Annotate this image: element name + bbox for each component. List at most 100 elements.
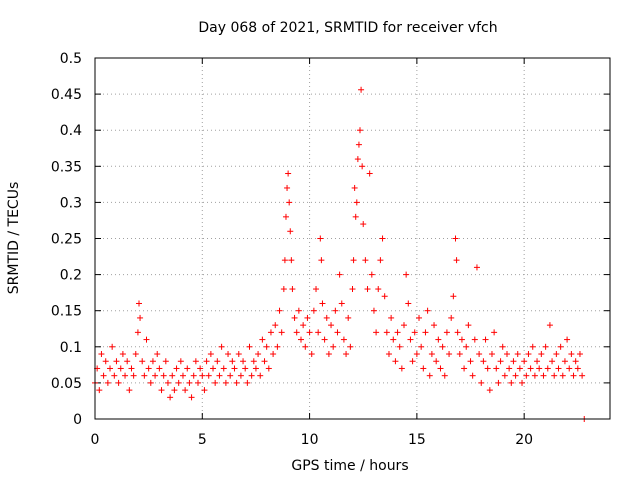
data-point [261, 358, 268, 365]
data-point [336, 271, 343, 278]
data-point [244, 379, 251, 386]
data-point [529, 343, 536, 350]
data-point [304, 314, 311, 321]
data-point [512, 372, 519, 379]
data-point [195, 379, 201, 386]
data-point [300, 322, 307, 329]
data-point [179, 372, 186, 379]
data-point [135, 300, 142, 307]
data-point [259, 336, 266, 343]
data-point [370, 307, 377, 314]
data-point [272, 322, 279, 329]
data-point [199, 372, 206, 379]
data-point [534, 358, 541, 365]
data-point [357, 127, 364, 134]
data-point [358, 86, 365, 93]
data-point [377, 257, 384, 264]
data-point [280, 286, 287, 293]
data-point [349, 286, 356, 293]
data-point [270, 351, 277, 358]
data-point [102, 358, 109, 365]
data-point [248, 372, 255, 379]
data-point [422, 329, 429, 336]
y-tick-label: 0.2 [60, 268, 82, 284]
data-point [499, 343, 506, 350]
data-point [152, 372, 159, 379]
data-point [519, 379, 526, 386]
data-point [214, 358, 221, 365]
x-tick-label: 0 [91, 432, 100, 448]
data-point [476, 351, 483, 358]
data-point [379, 235, 386, 242]
data-point [398, 365, 405, 372]
data-point [467, 358, 474, 365]
data-point [525, 351, 532, 358]
data-point [413, 351, 420, 358]
data-point [392, 358, 399, 365]
data-point [394, 329, 401, 336]
data-point [495, 379, 502, 386]
data-point [325, 351, 332, 358]
data-point [441, 372, 448, 379]
data-point [137, 314, 144, 321]
data-point [113, 358, 120, 365]
data-point [319, 300, 326, 307]
data-point [276, 307, 283, 314]
data-point [453, 257, 460, 264]
data-point [242, 365, 249, 372]
data-point [334, 329, 341, 336]
data-point [246, 343, 253, 350]
data-point [388, 314, 395, 321]
y-tick-label: 0.3 [60, 195, 82, 211]
data-point [143, 336, 150, 343]
data-point [452, 235, 459, 242]
data-point [570, 372, 577, 379]
data-point [287, 228, 294, 235]
data-point [96, 387, 103, 394]
data-point [109, 343, 116, 350]
data-point [293, 329, 300, 336]
data-point [149, 358, 156, 365]
data-point [362, 257, 369, 264]
data-point [171, 387, 178, 394]
x-axis-label: GPS time / hours [291, 458, 408, 474]
data-point [147, 379, 154, 386]
data-point [411, 329, 418, 336]
data-point [523, 372, 530, 379]
data-point [160, 372, 167, 379]
data-point [220, 365, 227, 372]
y-tick-label: 0.4 [60, 123, 82, 139]
data-point [559, 372, 566, 379]
x-tick-label: 5 [198, 432, 207, 448]
data-point [107, 365, 114, 372]
data-point [104, 379, 111, 386]
data-point [471, 336, 478, 343]
data-point [549, 358, 556, 365]
data-point [111, 372, 118, 379]
data-point [351, 184, 358, 191]
data-point [405, 300, 412, 307]
data-point [282, 213, 289, 220]
data-point [225, 351, 232, 358]
data-point [216, 372, 223, 379]
data-point [227, 372, 234, 379]
data-point [542, 343, 549, 350]
data-point [119, 351, 126, 358]
data-point [564, 336, 571, 343]
data-point [345, 314, 352, 321]
data-point [555, 365, 562, 372]
data-point [186, 379, 193, 386]
y-tick-label: 0.25 [51, 232, 82, 248]
data-point [139, 358, 146, 365]
data-point [207, 351, 214, 358]
data-point [510, 358, 517, 365]
data-point [446, 351, 453, 358]
data-point [162, 358, 169, 365]
data-point [568, 351, 575, 358]
data-point [366, 170, 373, 177]
data-point [381, 293, 388, 300]
data-point [514, 351, 521, 358]
data-point [284, 184, 291, 191]
data-point [98, 351, 105, 358]
